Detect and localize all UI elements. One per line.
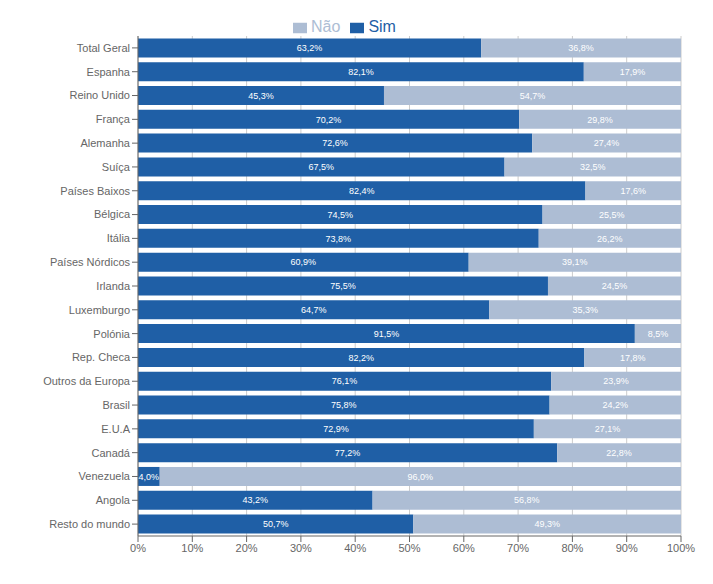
svg-text:25,5%: 25,5% (599, 210, 625, 220)
svg-text:0%: 0% (130, 542, 146, 554)
svg-text:Outros da Europa: Outros da Europa (43, 375, 131, 387)
svg-text:60,9%: 60,9% (291, 257, 317, 267)
svg-text:50,7%: 50,7% (263, 519, 289, 529)
svg-text:24,5%: 24,5% (602, 281, 628, 291)
svg-text:24,2%: 24,2% (603, 400, 629, 410)
svg-text:Irlanda: Irlanda (96, 280, 131, 292)
html-text:Sim: Sim (368, 18, 396, 35)
svg-text:82,4%: 82,4% (349, 186, 375, 196)
svg-text:91,5%: 91,5% (374, 329, 400, 339)
svg-text:56,8%: 56,8% (514, 495, 540, 505)
svg-text:45,3%: 45,3% (248, 91, 274, 101)
svg-text:Itália: Itália (107, 232, 131, 244)
svg-text:49,3%: 49,3% (534, 519, 560, 529)
svg-text:77,2%: 77,2% (335, 448, 361, 458)
svg-text:72,9%: 72,9% (323, 424, 349, 434)
svg-text:10%: 10% (181, 542, 203, 554)
svg-text:Polónia: Polónia (93, 328, 131, 340)
svg-text:26,2%: 26,2% (597, 234, 623, 244)
svg-text:E.U.A: E.U.A (101, 423, 130, 435)
svg-text:70,2%: 70,2% (316, 115, 342, 125)
svg-text:35,3%: 35,3% (572, 305, 598, 315)
svg-text:27,1%: 27,1% (595, 424, 621, 434)
svg-text:20%: 20% (236, 542, 258, 554)
svg-text:17,6%: 17,6% (620, 186, 646, 196)
svg-text:Alemanha: Alemanha (80, 137, 130, 149)
svg-text:54,7%: 54,7% (520, 91, 546, 101)
svg-text:27,4%: 27,4% (594, 138, 620, 148)
svg-text:75,5%: 75,5% (330, 281, 356, 291)
svg-text:Países Baixos: Países Baixos (60, 185, 130, 197)
svg-text:67,5%: 67,5% (308, 162, 334, 172)
svg-text:Total Geral: Total Geral (77, 42, 130, 54)
svg-text:Reino Unido: Reino Unido (69, 89, 130, 101)
svg-text:Canadá: Canadá (91, 447, 130, 459)
svg-text:Rep. Checa: Rep. Checa (72, 351, 131, 363)
svg-text:30%: 30% (290, 542, 312, 554)
svg-text:Espanha: Espanha (87, 66, 131, 78)
svg-text:22,8%: 22,8% (606, 448, 632, 458)
svg-text:73,8%: 73,8% (326, 234, 352, 244)
svg-text:Luxemburgo: Luxemburgo (69, 304, 130, 316)
svg-text:8,5%: 8,5% (648, 329, 669, 339)
svg-text:Brasil: Brasil (102, 399, 130, 411)
svg-text:32,5%: 32,5% (580, 162, 606, 172)
svg-text:43,2%: 43,2% (243, 495, 269, 505)
svg-text:82,1%: 82,1% (348, 67, 374, 77)
svg-text:29,8%: 29,8% (587, 115, 613, 125)
svg-text:39,1%: 39,1% (562, 257, 588, 267)
html-text:Não: Não (311, 18, 341, 35)
svg-text:63,2%: 63,2% (297, 43, 323, 53)
svg-text:17,8%: 17,8% (620, 353, 646, 363)
svg-text:72,6%: 72,6% (322, 138, 348, 148)
svg-text:Resto do mundo: Resto do mundo (49, 518, 130, 530)
svg-text:82,2%: 82,2% (348, 353, 374, 363)
svg-text:75,8%: 75,8% (331, 400, 357, 410)
svg-text:64,7%: 64,7% (301, 305, 327, 315)
svg-text:Suíça: Suíça (102, 161, 131, 173)
svg-text:17,9%: 17,9% (620, 67, 646, 77)
svg-text:36,8%: 36,8% (568, 43, 594, 53)
svg-text:França: França (96, 113, 131, 125)
svg-text:90%: 90% (616, 542, 638, 554)
svg-text:60%: 60% (453, 542, 475, 554)
svg-text:40%: 40% (344, 542, 366, 554)
svg-text:100%: 100% (667, 542, 695, 554)
svg-text:Bélgica: Bélgica (94, 208, 131, 220)
svg-text:76,1%: 76,1% (332, 376, 358, 386)
svg-text:50%: 50% (398, 542, 420, 554)
svg-text:70%: 70% (507, 542, 529, 554)
svg-text:Angola: Angola (96, 494, 131, 506)
svg-text:96,0%: 96,0% (408, 472, 434, 482)
svg-text:23,9%: 23,9% (603, 376, 629, 386)
svg-text:Países Nórdicos: Países Nórdicos (50, 256, 131, 268)
svg-text:Venezuela: Venezuela (79, 470, 131, 482)
svg-text:4,0%: 4,0% (139, 472, 160, 482)
svg-text:74,5%: 74,5% (328, 210, 354, 220)
svg-text:80%: 80% (561, 542, 583, 554)
